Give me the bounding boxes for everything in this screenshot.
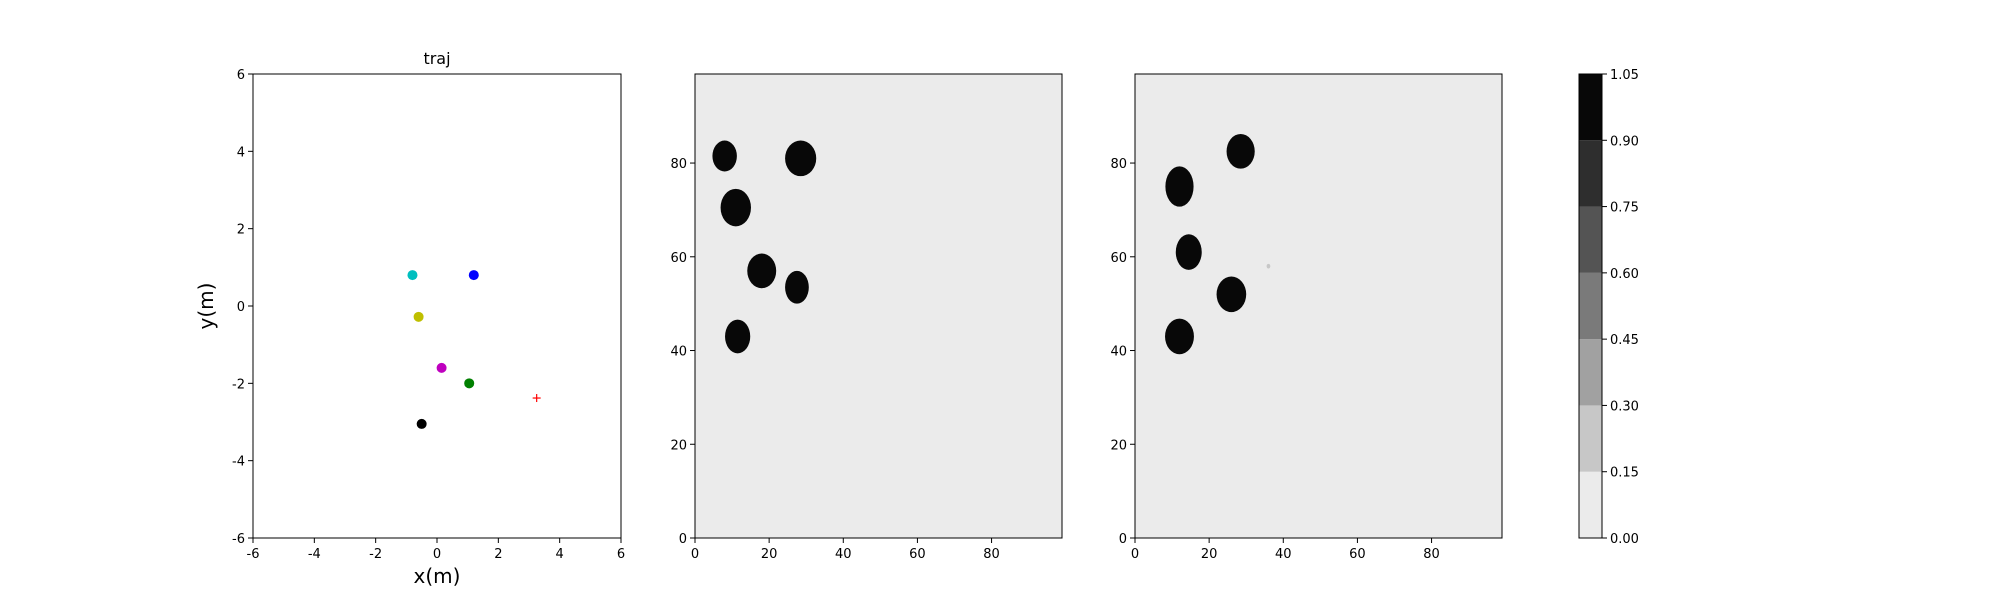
panel1-title: traj [423, 49, 450, 68]
panel3-ytick-label: 40 [1110, 345, 1127, 360]
trajectory-panel: traj -6 -4 -2 0 2 4 6 -6 -4 -2 0 2 4 6 x(m) y(m) [194, 49, 625, 588]
panel1-ytick-label: 2 [237, 223, 245, 238]
panel2-ytick-label: 40 [670, 345, 687, 360]
colorbar-tick-label: 0.90 [1610, 134, 1639, 149]
panel1-xtick-label: 0 [433, 547, 441, 562]
panel2-ytick-label: 60 [670, 251, 687, 266]
colorbar: 0.00 0.15 0.30 0.45 0.60 0.75 0.90 1.05 [1578, 68, 1639, 547]
colorbar-band [1579, 140, 1602, 207]
panel1-xtick-label: -6 [247, 547, 260, 562]
colorbar-band [1579, 471, 1602, 538]
panel2-xtick-label: 60 [909, 547, 926, 562]
panel3-xtick-label: 60 [1349, 547, 1366, 562]
heatmap-blob [720, 188, 751, 227]
panel2-ytick-label: 80 [670, 157, 687, 172]
heatmap-blob [1266, 263, 1271, 269]
colorbar-tick-label: 0.75 [1610, 201, 1639, 216]
panel3-ytick-label: 80 [1110, 157, 1127, 172]
panel3-ytick-label: 20 [1110, 438, 1127, 453]
panel2-xtick-label: 40 [835, 547, 852, 562]
panel1-xtick-label: -4 [308, 547, 321, 562]
target-marker [532, 394, 541, 403]
panel1-ytick-label: 4 [237, 145, 245, 160]
colorbar-tick-label: 0.45 [1610, 333, 1639, 348]
panel1-ytick-label: -6 [232, 532, 245, 547]
panel1-frame [252, 73, 622, 539]
heatmap-blob [785, 140, 817, 177]
panel2-background [695, 74, 1062, 538]
colorbar-band [1579, 272, 1602, 340]
panel1-xlabel: x(m) [414, 564, 461, 588]
panel1-xtick-label: -2 [369, 547, 382, 562]
colorbar-band [1579, 74, 1602, 141]
colorbar-band [1579, 339, 1602, 406]
scatter-point [407, 270, 418, 281]
panel1-ytick-label: 6 [237, 68, 245, 83]
panel1-ylabel: y(m) [194, 283, 218, 330]
panel2-frame [694, 73, 1063, 539]
panel1-ytick-label: -4 [232, 455, 245, 470]
heatmap-blob [785, 270, 809, 304]
panel1-xtick-label: 2 [494, 547, 502, 562]
scatter-point [416, 418, 427, 429]
panel3-xtick-label: 20 [1201, 547, 1218, 562]
panel3-xtick-label: 80 [1423, 547, 1440, 562]
heatmap-panel-1: 0 20 40 60 80 0 20 40 60 80 [670, 73, 1063, 562]
heatmap-blob [1165, 166, 1194, 207]
heatmap-blob [747, 253, 777, 289]
panel1-xtick-label: 6 [617, 547, 625, 562]
heatmap-blob [1175, 234, 1202, 270]
panel2-xtick-label: 0 [691, 547, 699, 562]
panel2-ytick-label: 20 [670, 438, 687, 453]
colorbar-tick-label: 1.05 [1610, 68, 1639, 83]
panel3-ytick-label: 0 [1119, 532, 1127, 547]
panel3-ytick-label: 60 [1110, 251, 1127, 266]
colorbar-frame [1578, 73, 1603, 539]
panel2-xtick-label: 80 [983, 547, 1000, 562]
scatter-point [468, 270, 479, 281]
panel2-xtick-label: 20 [761, 547, 778, 562]
heatmap-blob [1216, 276, 1247, 313]
scatter-point [464, 378, 475, 389]
panel1-ytick-label: 0 [237, 300, 245, 315]
scatter-point [436, 362, 447, 373]
panel1-xtick-label: 4 [556, 547, 564, 562]
heatmap-blob [725, 319, 751, 354]
heatmap-panel-2: 0 20 40 60 80 0 20 40 60 80 [1110, 73, 1503, 562]
heatmap-blob [1165, 318, 1194, 355]
panel2-ytick-label: 0 [679, 532, 687, 547]
colorbar-band [1579, 405, 1602, 472]
colorbar-tick-label: 0.30 [1610, 399, 1639, 414]
panel1-ytick-label: -2 [232, 377, 245, 392]
colorbar-tick-label: 0.15 [1610, 466, 1639, 481]
panel3-xtick-label: 0 [1131, 547, 1139, 562]
panel3-xtick-label: 40 [1275, 547, 1292, 562]
panel3-frame [1134, 73, 1503, 539]
heatmap-blob [1226, 133, 1255, 169]
colorbar-tick-label: 0.00 [1610, 532, 1639, 547]
colorbar-band [1579, 206, 1602, 273]
heatmap-blob [712, 140, 737, 172]
scatter-point [413, 311, 424, 322]
colorbar-tick-label: 0.60 [1610, 267, 1639, 282]
panel3-background [1135, 74, 1502, 538]
